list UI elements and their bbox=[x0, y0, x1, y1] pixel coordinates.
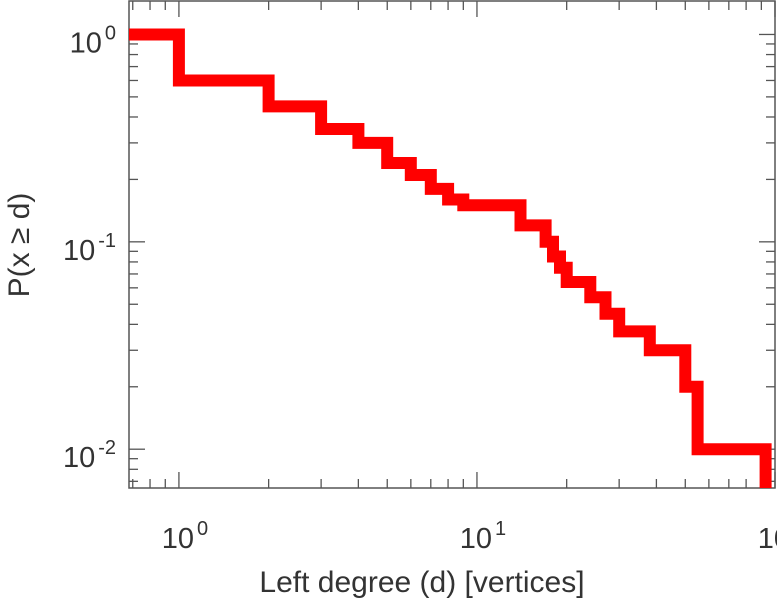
y-tick-label: 10 0 bbox=[70, 22, 116, 59]
plot-frame bbox=[128, 0, 776, 489]
x-tick-label: 10 1 bbox=[460, 518, 506, 555]
x-tick-label: 102 bbox=[758, 518, 777, 555]
x-tick-label: 10 0 bbox=[162, 518, 208, 555]
series-step-line bbox=[129, 28, 772, 488]
y-tick-label: 10 -2 bbox=[63, 437, 116, 474]
axis-ticks bbox=[129, 1, 776, 488]
y-tick-label: 10 -1 bbox=[63, 230, 116, 267]
x-axis-label: Left degree (d) [vertices] bbox=[259, 566, 584, 599]
tick-labels: 100 101 102 100 10-1 10-2 bbox=[63, 22, 777, 555]
y-axis-label: P(x ≥ d) bbox=[3, 193, 36, 298]
